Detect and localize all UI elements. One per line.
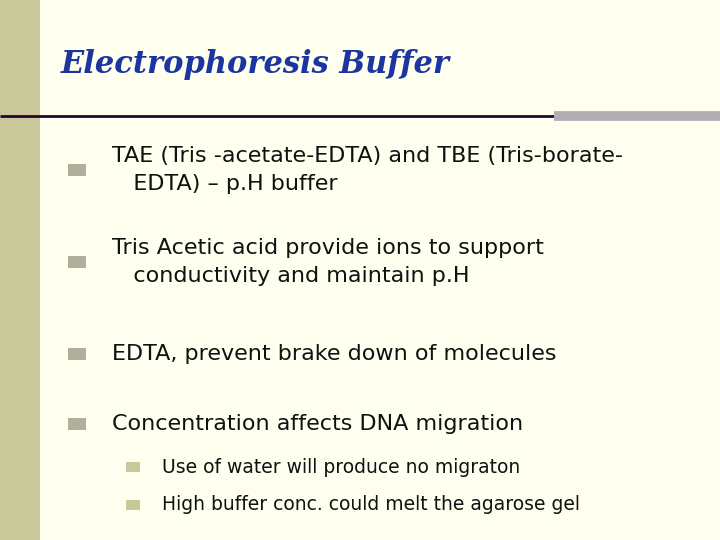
Text: Use of water will produce no migraton: Use of water will produce no migraton xyxy=(162,457,521,477)
Text: Tris Acetic acid provide ions to support: Tris Acetic acid provide ions to support xyxy=(112,238,544,258)
FancyBboxPatch shape xyxy=(126,462,140,472)
FancyBboxPatch shape xyxy=(68,256,86,268)
Text: EDTA, prevent brake down of molecules: EDTA, prevent brake down of molecules xyxy=(112,343,556,364)
FancyBboxPatch shape xyxy=(68,164,86,176)
Text: conductivity and maintain p.H: conductivity and maintain p.H xyxy=(112,266,469,286)
Text: Electrophoresis Buffer: Electrophoresis Buffer xyxy=(61,49,450,79)
FancyBboxPatch shape xyxy=(68,418,86,430)
Text: Concentration affects DNA migration: Concentration affects DNA migration xyxy=(112,414,523,434)
Text: High buffer conc. could melt the agarose gel: High buffer conc. could melt the agarose… xyxy=(162,495,580,515)
Text: EDTA) – p.H buffer: EDTA) – p.H buffer xyxy=(112,174,337,194)
FancyBboxPatch shape xyxy=(0,0,40,540)
FancyBboxPatch shape xyxy=(68,348,86,360)
FancyBboxPatch shape xyxy=(126,500,140,510)
Text: TAE (Tris -acetate-EDTA) and TBE (Tris-borate-: TAE (Tris -acetate-EDTA) and TBE (Tris-b… xyxy=(112,146,623,166)
